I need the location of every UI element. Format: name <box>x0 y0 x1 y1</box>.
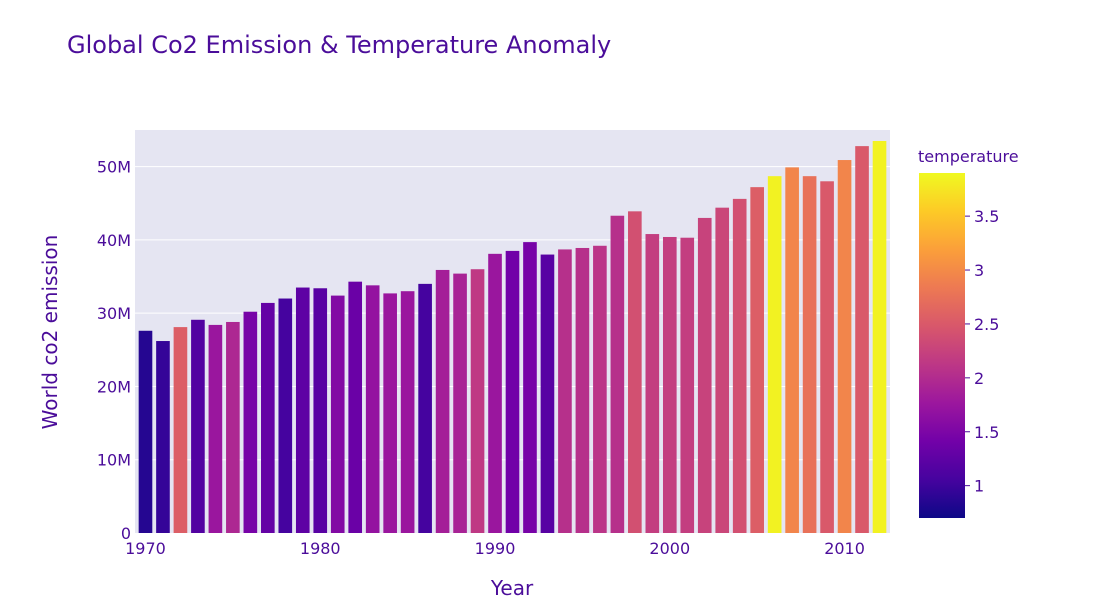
colorbar-tick-label: 2.5 <box>974 315 999 334</box>
bar-1970[interactable] <box>138 330 153 533</box>
colorbar-tick-label: 1 <box>974 477 984 496</box>
x-axis-ticks: 1970 1980 1990 2000 2010 <box>125 539 865 558</box>
bar-1988[interactable] <box>453 273 467 533</box>
bar-1998[interactable] <box>628 211 642 533</box>
colorbar-tick-label: 1.5 <box>974 423 999 442</box>
bar-1994[interactable] <box>558 249 572 533</box>
bar-1999[interactable] <box>645 234 660 534</box>
bar-1989[interactable] <box>470 269 485 533</box>
bar-1985[interactable] <box>400 291 415 533</box>
bar-2001[interactable] <box>680 237 695 533</box>
y-axis-title: World co2 emission <box>38 235 62 430</box>
bar-2008[interactable] <box>802 176 817 533</box>
colorbar-tick-label: 3.5 <box>974 207 999 226</box>
bars <box>138 140 887 534</box>
bar-2007[interactable] <box>785 167 799 533</box>
bar-1995[interactable] <box>575 247 590 533</box>
y-axis-ticks: 0 10M 20M 30M 40M 50M <box>97 158 131 543</box>
x-tick-label: 1990 <box>475 539 516 558</box>
bar-2006[interactable] <box>767 176 782 533</box>
x-tick-label: 1980 <box>300 539 341 558</box>
bar-1974[interactable] <box>208 324 223 533</box>
colorbar-title: temperature <box>918 147 1019 166</box>
y-tick-label: 40M <box>97 231 131 250</box>
bar-1983[interactable] <box>365 285 380 533</box>
bar-2009[interactable] <box>820 181 834 534</box>
bar-1996[interactable] <box>593 245 607 533</box>
bar-2003[interactable] <box>715 207 730 534</box>
y-tick-label: 50M <box>97 158 131 177</box>
bar-1971[interactable] <box>156 341 170 533</box>
bar-1993[interactable] <box>540 254 555 533</box>
colorbar-tick-label: 3 <box>974 261 984 280</box>
colorbar: temperature 1 1.5 2 2.5 3 3.5 <box>918 147 1019 518</box>
y-tick-label: 20M <box>97 377 131 396</box>
bar-1978[interactable] <box>278 298 293 533</box>
bar-2005[interactable] <box>750 187 764 533</box>
colorbar-ticks: 1 1.5 2 2.5 3 3.5 <box>965 207 999 496</box>
bar-1992[interactable] <box>523 242 537 534</box>
colorbar-tick-label: 2 <box>974 369 984 388</box>
colorbar-gradient <box>919 173 965 518</box>
bar-2012[interactable] <box>872 140 887 534</box>
bar-1986[interactable] <box>418 283 432 533</box>
bar-1997[interactable] <box>610 215 625 534</box>
y-tick-label: 10M <box>97 451 131 470</box>
bar-2010[interactable] <box>837 160 852 534</box>
bar-1973[interactable] <box>191 319 205 533</box>
x-tick-label: 2000 <box>649 539 690 558</box>
bar-1977[interactable] <box>261 302 275 533</box>
bar-1980[interactable] <box>313 288 328 533</box>
y-tick-label: 30M <box>97 304 131 323</box>
bar-1982[interactable] <box>348 281 363 533</box>
chart-title: Global Co2 Emission & Temperature Anomal… <box>67 31 611 59</box>
bar-1981[interactable] <box>330 295 345 533</box>
bar-1991[interactable] <box>505 250 520 533</box>
bar-1990[interactable] <box>488 253 502 533</box>
bar-2004[interactable] <box>732 198 747 533</box>
bar-1975[interactable] <box>226 321 240 533</box>
x-axis-title: Year <box>490 576 534 600</box>
bar-1987[interactable] <box>435 269 450 533</box>
bar-1984[interactable] <box>383 293 397 533</box>
bar-1972[interactable] <box>173 327 188 533</box>
x-tick-label: 1970 <box>125 539 166 558</box>
bar-1979[interactable] <box>295 287 310 533</box>
y-tick-label: 0 <box>121 524 131 543</box>
bar-2011[interactable] <box>855 146 869 533</box>
bar-2000[interactable] <box>662 236 677 534</box>
bar-1976[interactable] <box>243 311 258 533</box>
bar-2002[interactable] <box>697 217 712 533</box>
x-tick-label: 2010 <box>824 539 865 558</box>
